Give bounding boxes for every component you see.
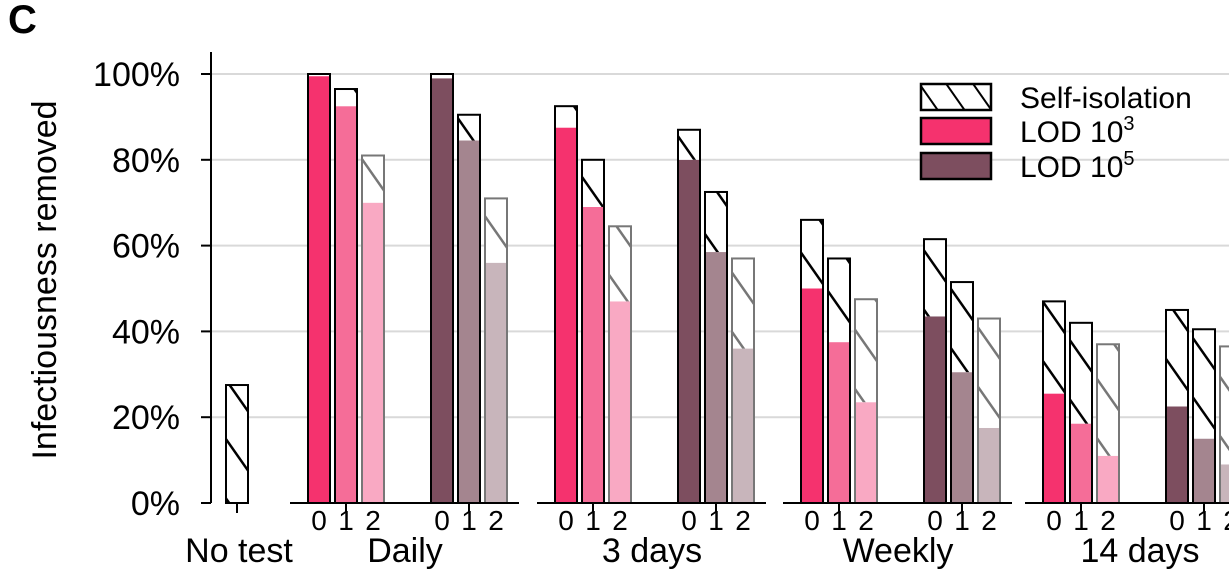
sub-label: 2 [735,505,751,536]
bar-no-test-isolation [226,385,248,503]
bar-lod3-0-isolation [1043,301,1065,393]
bar-lod5-0-test [924,316,946,503]
sub-label: 2 [488,505,504,536]
group-label: 3 days [602,532,702,570]
bar-lod3-2-test [1097,456,1119,503]
bar-lod5-2-isolation [978,319,1000,428]
bar-lod5-2-test [978,428,1000,503]
bar-lod5-0-isolation [1166,310,1188,407]
bar-lod5-0-test [431,78,453,503]
bar-lod5-0-test [678,160,700,503]
legend-label: Self-isolation [1020,82,1192,115]
y-tick-label: 80% [112,142,180,180]
bar-lod5-0-test [1166,406,1188,503]
bar-lod5-2-isolation [1220,346,1229,464]
sub-label: 0 [558,505,574,536]
bar-lod3-0-test [1043,394,1065,503]
y-tick-label: 0% [131,485,180,523]
legend-swatch-hatch [921,84,991,110]
legend-superscript: 5 [1123,148,1134,170]
group-label: 14 days [1080,532,1199,570]
bar-lod5-0-isolation [924,239,946,316]
bar-lod3-0-isolation [555,106,577,127]
bar-lod3-1-test [828,342,850,503]
bar-lod3-1-isolation [582,160,604,207]
bar-lod5-1-test [705,252,727,503]
bar-lod3-2-test [362,203,384,503]
sub-label: 2 [1223,505,1229,536]
y-axis: 0% 20% 40% 60% 80% 100% [93,52,211,523]
bar-lod3-1-isolation [335,89,357,106]
bar-lod3-1-isolation [1070,323,1092,424]
bar-lod3-2-isolation [1097,344,1119,456]
y-tick-label: 60% [112,228,180,266]
bar-lod5-1-test [1193,439,1215,503]
bar-lod5-2-isolation [732,258,754,348]
bar-lod3-0-test [308,76,330,503]
bar-lod5-1-test [458,140,480,503]
bar-lod5-1-isolation [1193,329,1215,438]
bar-lod3-2-isolation [855,299,877,402]
bar-lod3-0-test [801,289,823,504]
group-label: Daily [367,532,443,570]
sub-label: 0 [1046,505,1062,536]
bar-lod3-2-test [609,301,631,503]
legend-label: LOD 103 [1020,113,1135,149]
bar-lod5-2-test [732,349,754,503]
bar-lod3-0-test [555,128,577,503]
bar-lod3-1-test [1070,424,1092,503]
bar-lod5-1-isolation [458,115,480,141]
bar-lod5-1-isolation [951,282,973,372]
group-label: Weekly [843,532,954,570]
y-tick-label: 100% [93,56,180,94]
bar-lod3-0-isolation [801,220,823,289]
sub-label: 0 [804,505,820,536]
legend-superscript: 3 [1123,113,1134,135]
bar-lod5-1-test [951,372,973,503]
y-tick-label: 20% [112,399,180,437]
sub-label: 2 [981,505,997,536]
bar-lod5-2-test [1220,464,1229,503]
y-tick-label: 40% [112,313,180,351]
legend-swatch [921,118,991,144]
bar-lod3-1-isolation [828,258,850,342]
bar-lod3-1-test [335,106,357,503]
bar-lod5-0-isolation [678,130,700,160]
bar-lod3-1-test [582,207,604,503]
bar-lod3-2-isolation [362,156,384,203]
legend-swatch [921,153,991,179]
bar-lod5-1-isolation [705,192,727,252]
bar-lod3-2-test [855,402,877,503]
bar-lod5-2-test [485,263,507,503]
group-label-no-test: No test [185,532,293,570]
bar-lod5-2-isolation [485,198,507,262]
legend-label: LOD 105 [1020,148,1135,184]
bar-lod3-2-isolation [609,226,631,301]
y-axis-label: Infectiousness removed [26,100,64,459]
sub-label: 0 [311,505,327,536]
